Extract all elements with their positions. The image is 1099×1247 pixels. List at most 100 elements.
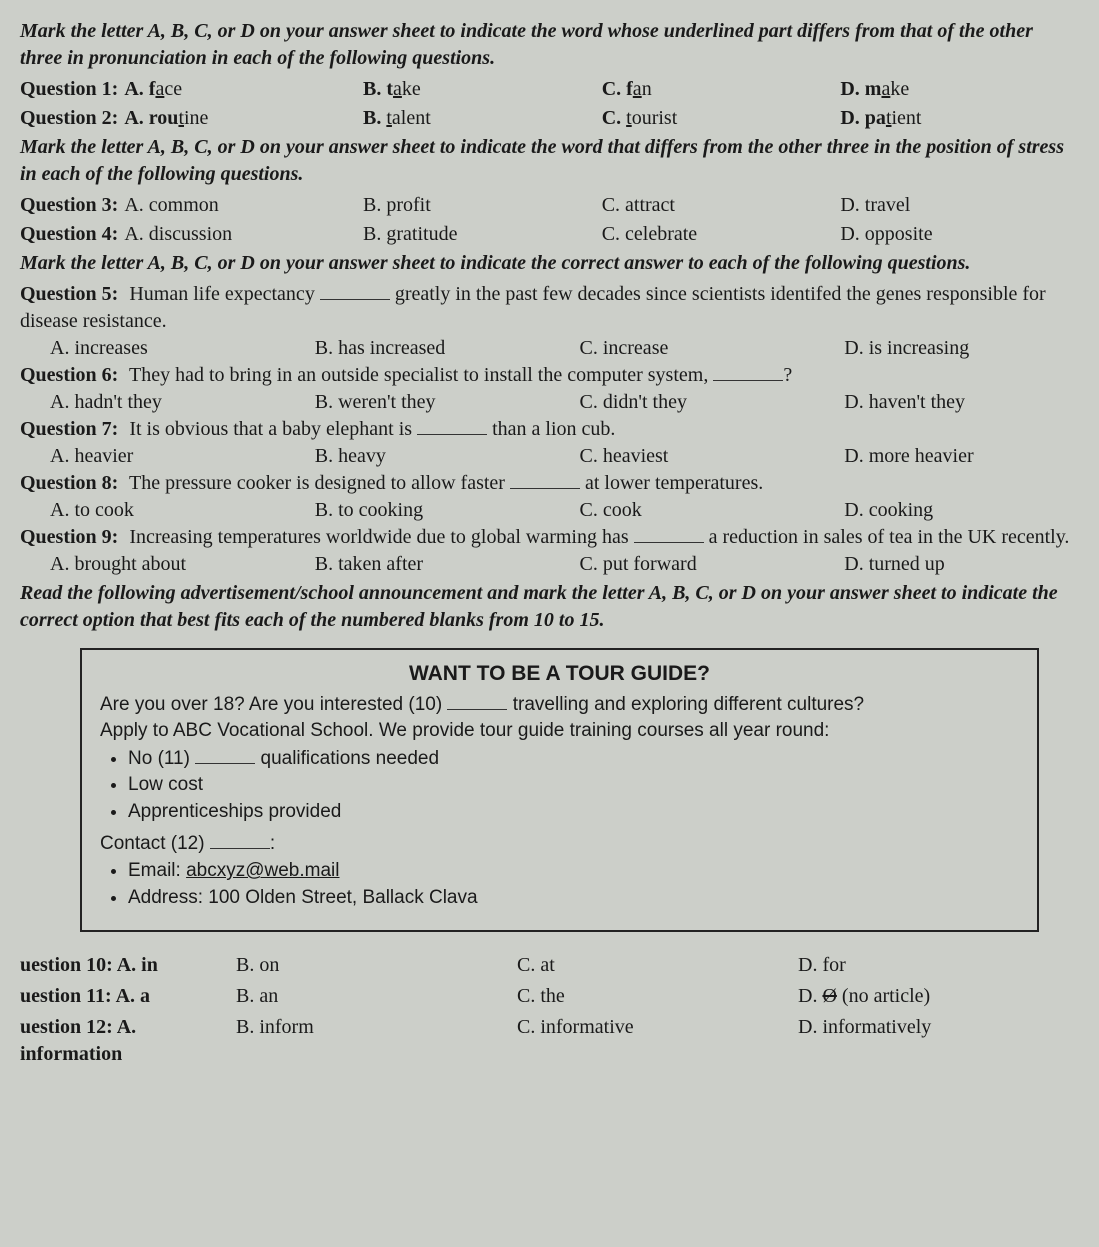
empty-set-icon: Ø — [822, 985, 836, 1007]
question-2: Question 2: A. routine B. talent C. tour… — [20, 105, 1079, 132]
q2-A[interactable]: A. routine — [124, 105, 363, 132]
q8-blank[interactable] — [510, 471, 580, 489]
q7-options: A. heavier B. heavy C. heaviest D. more … — [50, 443, 1099, 470]
ad-email-line: Email: abcxyz@web.mail — [128, 858, 1019, 884]
q8-post: at lower temperatures. — [580, 472, 763, 494]
q3-B[interactable]: B. profit — [363, 192, 602, 219]
q9-post: a reduction in sales of tea in the UK re… — [704, 526, 1070, 548]
q12-D[interactable]: D. informatively — [798, 1014, 1079, 1068]
q5-B[interactable]: B. has increased — [315, 335, 580, 362]
q5-blank[interactable] — [320, 282, 390, 300]
q6-D[interactable]: D. haven't they — [844, 389, 1099, 416]
q8-label: Question 8: — [20, 472, 118, 494]
q5-A[interactable]: A. increases — [50, 335, 315, 362]
q5-label: Question 5: — [20, 283, 118, 305]
q7-C[interactable]: C. heaviest — [580, 443, 845, 470]
q5-options: A. increases B. has increased C. increas… — [50, 335, 1099, 362]
q7-blank[interactable] — [417, 417, 487, 435]
q4-options: A. discussion B. gratitude C. celebrate … — [124, 221, 1079, 248]
ad-bullet-1: No (11) qualifications needed — [128, 746, 1019, 772]
q9-A[interactable]: A. brought about — [50, 551, 315, 578]
question-12: uestion 12: A. information B. inform C. … — [20, 1014, 1079, 1068]
q1-C[interactable]: C. fan — [602, 76, 841, 103]
q3-D[interactable]: D. travel — [840, 192, 1079, 219]
q9-B[interactable]: B. taken after — [315, 551, 580, 578]
q7-B[interactable]: B. heavy — [315, 443, 580, 470]
question-8: Question 8: The pressure cooker is desig… — [20, 470, 1079, 524]
q5-pre: Human life expectancy — [129, 283, 319, 305]
ad-line1: Are you over 18? Are you interested (10)… — [100, 692, 1019, 718]
q8-D[interactable]: D. cooking — [844, 497, 1099, 524]
instruction-cloze: Read the following advertisement/school … — [20, 580, 1079, 634]
q1-D[interactable]: D. make — [840, 76, 1079, 103]
ad-blank-10[interactable] — [447, 693, 507, 710]
q11-C[interactable]: C. the — [517, 983, 798, 1010]
q3-C[interactable]: C. attract — [602, 192, 841, 219]
q1-label: Question 1: — [20, 76, 118, 103]
ad-blank-12[interactable] — [210, 831, 270, 848]
q1-B[interactable]: B. take — [363, 76, 602, 103]
q9-D[interactable]: D. turned up — [844, 551, 1099, 578]
q2-B[interactable]: B. talent — [363, 105, 602, 132]
q10-D[interactable]: D. for — [798, 952, 1079, 979]
q8-A[interactable]: A. to cook — [50, 497, 315, 524]
q9-blank[interactable] — [634, 525, 704, 543]
q10-label: uestion 10: A. in — [20, 952, 230, 979]
q6-C[interactable]: C. didn't they — [580, 389, 845, 416]
q11-options: B. an C. the D. Ø (no article) — [236, 983, 1079, 1010]
q7-A[interactable]: A. heavier — [50, 443, 315, 470]
q8-B[interactable]: B. to cooking — [315, 497, 580, 524]
q11-D[interactable]: D. Ø (no article) — [798, 983, 1079, 1010]
q7-pre: It is obvious that a baby elephant is — [129, 418, 417, 440]
ad-bullets-1: No (11) qualifications needed Low cost A… — [128, 746, 1019, 825]
q10-C[interactable]: C. at — [517, 952, 798, 979]
q5-D[interactable]: D. is increasing — [844, 335, 1099, 362]
q12-C[interactable]: C. informative — [517, 1014, 798, 1068]
advertisement-box: WANT TO BE A TOUR GUIDE? Are you over 18… — [80, 648, 1039, 932]
q4-C[interactable]: C. celebrate — [602, 221, 841, 248]
question-6: Question 6: They had to bring in an outs… — [20, 362, 1079, 416]
q7-D[interactable]: D. more heavier — [844, 443, 1099, 470]
question-3: Question 3: A. common B. profit C. attra… — [20, 192, 1079, 219]
question-7: Question 7: It is obvious that a baby el… — [20, 416, 1079, 470]
q2-C[interactable]: C. tourist — [602, 105, 841, 132]
q8-C[interactable]: C. cook — [580, 497, 845, 524]
q6-blank[interactable] — [713, 363, 783, 381]
q9-pre: Increasing temperatures worldwide due to… — [129, 526, 633, 548]
q3-label: Question 3: — [20, 192, 118, 219]
ad-email[interactable]: abcxyz@web.mail — [186, 860, 339, 881]
q6-post: ? — [783, 364, 792, 386]
q6-B[interactable]: B. weren't they — [315, 389, 580, 416]
q4-B[interactable]: B. gratitude — [363, 221, 602, 248]
q12-label: uestion 12: A. information — [20, 1014, 230, 1068]
question-10: uestion 10: A. in B. on C. at D. for — [20, 952, 1079, 979]
q12-B[interactable]: B. inform — [236, 1014, 517, 1068]
ad-blank-11[interactable] — [195, 747, 255, 764]
q7-label: Question 7: — [20, 418, 118, 440]
instruction-mcq: Mark the letter A, B, C, or D on your an… — [20, 250, 1079, 277]
instruction-stress: Mark the letter A, B, C, or D on your an… — [20, 134, 1079, 188]
q8-pre: The pressure cooker is designed to allow… — [129, 472, 510, 494]
q6-options: A. hadn't they B. weren't they C. didn't… — [50, 389, 1099, 416]
ad-bullet-3: Apprenticeships provided — [128, 799, 1019, 825]
q5-C[interactable]: C. increase — [580, 335, 845, 362]
q8-options: A. to cook B. to cooking C. cook D. cook… — [50, 497, 1099, 524]
question-4: Question 4: A. discussion B. gratitude C… — [20, 221, 1079, 248]
q9-C[interactable]: C. put forward — [580, 551, 845, 578]
ad-bullets-2: Email: abcxyz@web.mail Address: 100 Olde… — [128, 858, 1019, 910]
q4-D[interactable]: D. opposite — [840, 221, 1079, 248]
q2-label: Question 2: — [20, 105, 118, 132]
q6-A[interactable]: A. hadn't they — [50, 389, 315, 416]
question-1: Question 1: A. face B. take C. fan D. ma… — [20, 76, 1079, 103]
ad-bullet-2: Low cost — [128, 772, 1019, 798]
q4-A[interactable]: A. discussion — [124, 221, 363, 248]
q2-D[interactable]: D. patient — [840, 105, 1079, 132]
question-9: Question 9: Increasing temperatures worl… — [20, 524, 1079, 578]
q11-B[interactable]: B. an — [236, 983, 517, 1010]
q3-A[interactable]: A. common — [124, 192, 363, 219]
question-5: Question 5: Human life expectancy greatl… — [20, 281, 1079, 362]
q10-B[interactable]: B. on — [236, 952, 517, 979]
question-11: uestion 11: A. a B. an C. the D. Ø (no a… — [20, 983, 1079, 1010]
q1-A[interactable]: A. face — [124, 76, 363, 103]
ad-line2: Apply to ABC Vocational School. We provi… — [100, 718, 1019, 744]
